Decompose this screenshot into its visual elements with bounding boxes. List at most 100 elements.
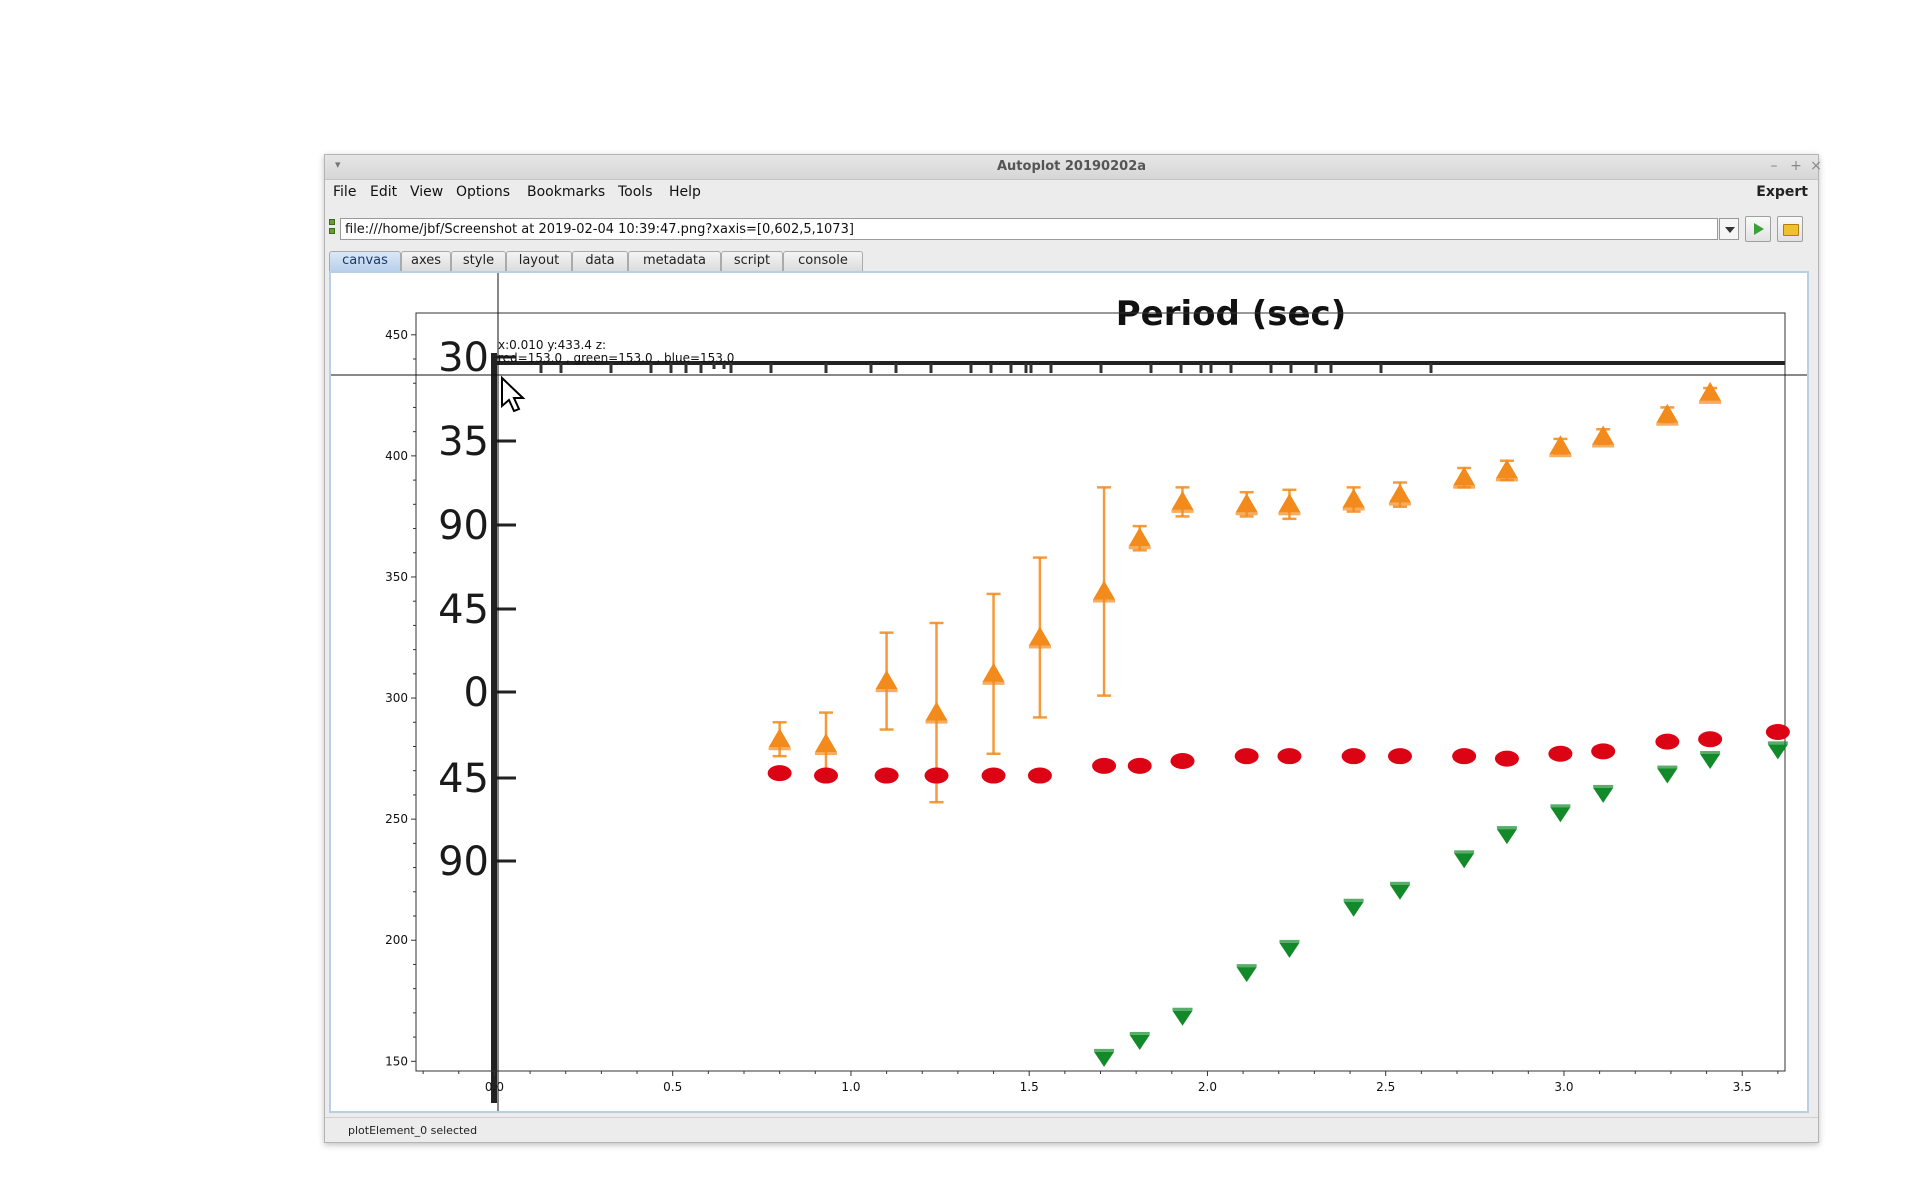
x-tick-label: 2.5 xyxy=(1376,1080,1395,1094)
y-tick-label: 350 xyxy=(385,570,408,584)
data-point-green-base xyxy=(1454,850,1475,854)
data-point-red-circle xyxy=(874,767,899,784)
minimize-icon[interactable]: – xyxy=(1770,158,1778,174)
data-point-orange-base xyxy=(1453,485,1476,489)
tab-console[interactable]: console xyxy=(783,251,863,271)
data-point-green-triangle xyxy=(1172,1010,1193,1026)
menu-options[interactable]: Options xyxy=(456,184,511,200)
plot-area-border xyxy=(415,312,1786,1072)
tab-script[interactable]: script xyxy=(721,251,783,271)
data-point-orange-base xyxy=(1028,645,1051,649)
image-left-label: 45 xyxy=(438,756,489,802)
data-source-bar xyxy=(325,215,1818,243)
expert-toggle[interactable]: Expert xyxy=(1756,184,1808,200)
data-point-green-triangle xyxy=(1343,901,1364,917)
data-point-green-triangle xyxy=(1236,967,1257,983)
data-point-green-base xyxy=(1593,784,1614,788)
data-point-red-circle xyxy=(1027,767,1052,784)
data-point-green-base xyxy=(1767,741,1788,745)
data-point-red-circle xyxy=(1341,748,1366,765)
data-point-red-circle xyxy=(1698,731,1723,748)
tab-data[interactable]: data xyxy=(572,251,628,271)
menu-view[interactable]: View xyxy=(410,184,444,200)
menu-edit[interactable]: Edit xyxy=(370,184,398,200)
data-point-orange-base xyxy=(1495,478,1518,482)
window-title: Autoplot 20190202a xyxy=(996,159,1147,174)
data-point-orange-triangle xyxy=(768,728,791,748)
x-tick-label: 0.5 xyxy=(663,1080,682,1094)
data-point-green-triangle xyxy=(1767,744,1788,760)
data-point-red-circle xyxy=(767,765,792,782)
data-point-orange-triangle xyxy=(1278,493,1301,513)
window-menu-icon[interactable]: ▾ xyxy=(335,158,341,171)
data-point-orange-base xyxy=(1235,512,1258,516)
cursor-readout-rgb: red=153.0 , green=153.0 , blue=153.0 xyxy=(498,351,734,365)
y-tick-label: 200 xyxy=(385,933,408,947)
data-point-green-base xyxy=(1094,1048,1115,1052)
url-history-dropdown[interactable] xyxy=(1719,218,1739,240)
x-tick-label: 0.0 xyxy=(485,1080,504,1094)
data-point-orange-base xyxy=(1128,546,1151,550)
data-point-green-base xyxy=(1389,881,1410,885)
tab-style[interactable]: style xyxy=(451,251,506,271)
data-point-red-circle xyxy=(813,767,838,784)
menu-tools[interactable]: Tools xyxy=(618,184,653,200)
image-left-label: 90 xyxy=(438,503,489,549)
plot-canvas[interactable]: Period (sec) 30 35 90 45 0 45 90 150 200 250 300 3… xyxy=(329,271,1809,1113)
cursor-readout-xy: x:0.010 y:433.4 z: xyxy=(498,338,606,352)
data-point-green-triangle xyxy=(1129,1034,1150,1050)
data-point-red-circle xyxy=(924,767,949,784)
data-point-orange-triangle xyxy=(1235,493,1258,513)
drag-grip-icon[interactable] xyxy=(329,219,336,237)
tab-layout[interactable]: layout xyxy=(506,251,572,271)
status-bar: plotElement_0 selected xyxy=(325,1117,1818,1142)
data-point-green-base xyxy=(1550,804,1571,808)
image-left-label: 90 xyxy=(438,839,489,885)
data-point-green-triangle xyxy=(1496,829,1517,845)
data-source-url-field[interactable] xyxy=(340,218,1718,240)
x-tick-label: 2.0 xyxy=(1198,1080,1217,1094)
data-point-red-circle xyxy=(1494,750,1519,767)
image-left-label: 35 xyxy=(438,419,489,465)
data-point-orange-base xyxy=(1342,507,1365,511)
go-play-button[interactable] xyxy=(1745,216,1771,242)
data-point-orange-triangle xyxy=(1453,466,1476,486)
data-point-red-circle xyxy=(1387,748,1412,765)
menu-file[interactable]: File xyxy=(333,184,357,200)
image-top-ticks xyxy=(539,363,1433,373)
y-tick-label: 250 xyxy=(385,812,408,826)
open-file-folder-button[interactable] xyxy=(1777,216,1803,242)
x-tick-label: 3.5 xyxy=(1733,1080,1752,1094)
status-text: plotElement_0 selected xyxy=(348,1124,478,1137)
data-point-green-base xyxy=(1700,751,1721,755)
data-point-red-circle xyxy=(1170,753,1195,770)
image-title-fragment: Period (sec) xyxy=(1116,294,1346,334)
data-point-green-triangle xyxy=(1700,754,1721,770)
data-point-green-base xyxy=(1172,1007,1193,1011)
tab-metadata[interactable]: metadata xyxy=(628,251,721,271)
data-point-red-circle xyxy=(1765,723,1790,740)
data-point-green-base xyxy=(1496,826,1517,830)
data-point-orange-triangle xyxy=(982,662,1005,682)
data-point-red-circle xyxy=(1591,743,1616,760)
data-point-orange-base xyxy=(1592,444,1615,448)
embedded-screenshot-image: Period (sec) 30 35 90 45 0 45 90 xyxy=(438,294,1785,1103)
tab-canvas[interactable]: canvas xyxy=(329,251,401,271)
data-point-green-triangle xyxy=(1389,884,1410,900)
maximize-icon[interactable]: + xyxy=(1790,158,1802,174)
data-point-orange-base xyxy=(1093,599,1116,603)
data-point-orange-triangle xyxy=(1699,381,1722,401)
tab-axes[interactable]: axes xyxy=(401,251,451,271)
data-point-orange-triangle xyxy=(1028,626,1051,646)
x-tick-label: 1.5 xyxy=(1020,1080,1039,1094)
data-point-orange-base xyxy=(814,752,837,756)
mouse-pointer-icon xyxy=(500,375,526,413)
data-point-orange-triangle xyxy=(814,733,837,753)
menu-bookmarks[interactable]: Bookmarks xyxy=(527,184,606,200)
data-point-green-base xyxy=(1236,964,1257,968)
menu-help[interactable]: Help xyxy=(669,184,701,200)
data-point-orange-triangle xyxy=(1128,527,1151,547)
close-icon[interactable]: × xyxy=(1810,158,1822,174)
data-point-orange-triangle xyxy=(1171,490,1194,510)
